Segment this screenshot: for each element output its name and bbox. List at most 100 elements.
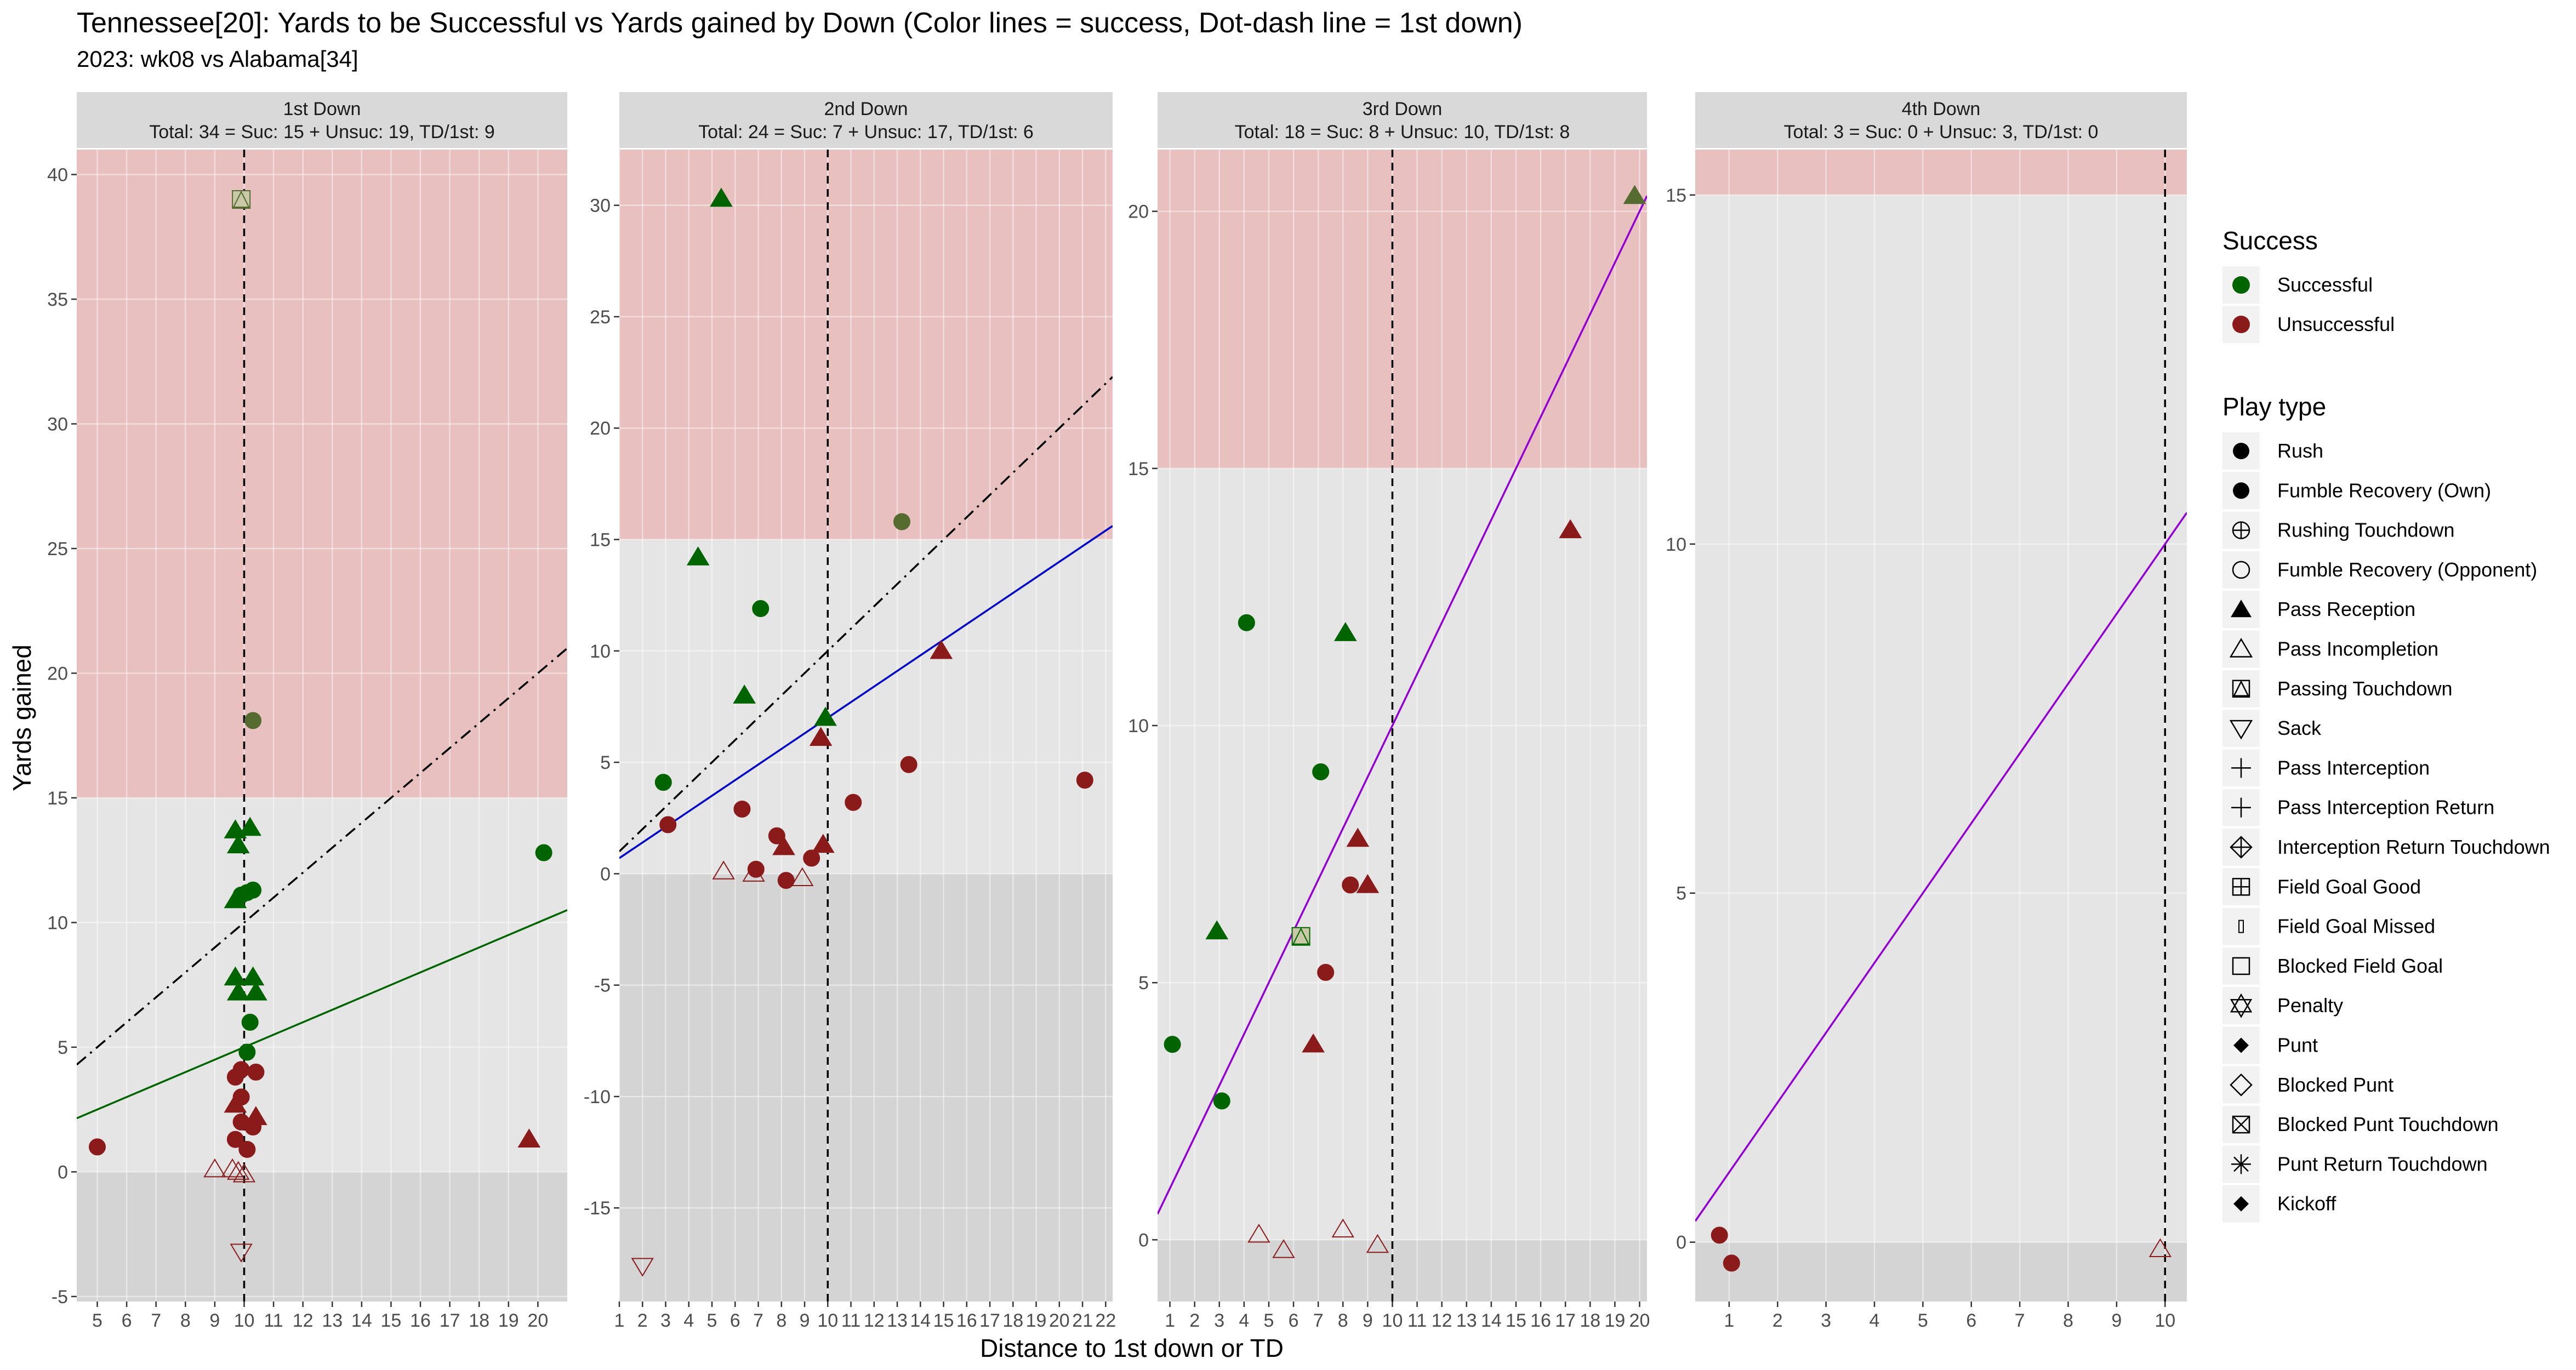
data-point xyxy=(742,863,765,882)
x-tick-label: 7 xyxy=(753,1310,763,1331)
x-tick-label: 5 xyxy=(92,1310,102,1331)
open-triangle-icon xyxy=(2229,638,2253,658)
legend-playtype-label: Pass Reception xyxy=(2277,598,2415,620)
legend-success-swatch xyxy=(2232,276,2250,294)
x-tick-label: 13 xyxy=(322,1310,343,1331)
x-tick-label: 12 xyxy=(1432,1310,1452,1331)
chart-subtitle: 2023: wk08 vs Alabama[34] xyxy=(77,46,358,72)
x-tick-label: 16 xyxy=(956,1310,977,1331)
x-tick-label: 17 xyxy=(1555,1310,1576,1331)
x-tick-label: 11 xyxy=(264,1310,283,1331)
x-tick-label: 6 xyxy=(730,1310,740,1331)
legend-success-title: Success xyxy=(2222,226,2318,255)
x-tick-label: 10 xyxy=(1382,1310,1403,1331)
data-point xyxy=(1272,1239,1295,1258)
y-tick-label: 5 xyxy=(600,752,611,773)
data-point xyxy=(1711,1226,1728,1244)
data-point xyxy=(244,712,262,729)
facet-plot-area xyxy=(619,150,1113,1302)
data-point xyxy=(238,1140,256,1158)
facet-strip-summary: Total: 3 = Suc: 0 + Unsuc: 3, TD/1st: 0 xyxy=(1784,122,2099,142)
data-point xyxy=(226,834,250,854)
legend-playtype-label: Interception Return Touchdown xyxy=(2277,836,2550,858)
data-point xyxy=(232,1163,256,1183)
x-tick-label: 12 xyxy=(293,1310,314,1331)
x-tick-label: 13 xyxy=(1456,1310,1477,1331)
x-tick-label: 10 xyxy=(817,1310,838,1331)
x-tick-label: 10 xyxy=(2155,1310,2175,1331)
y-tick-label: 15 xyxy=(590,530,611,551)
data-point xyxy=(1723,1254,1740,1272)
x-tick-label: 1 xyxy=(1165,1310,1175,1331)
data-point xyxy=(1356,874,1380,893)
data-point xyxy=(710,187,733,207)
big-play-band xyxy=(77,150,567,798)
x-tick-label: 14 xyxy=(910,1310,931,1331)
x-tick-label: 9 xyxy=(209,1310,220,1331)
x-tick-label: 17 xyxy=(979,1310,1000,1331)
y-tick-label: 20 xyxy=(590,418,611,439)
open-down-triangle-icon xyxy=(2229,720,2253,740)
data-point xyxy=(1213,1092,1230,1110)
x-tick-label: 18 xyxy=(1580,1310,1600,1331)
x-tick-label: 16 xyxy=(410,1310,431,1331)
data-point xyxy=(517,1128,541,1148)
big-play-band xyxy=(619,150,1113,540)
negative-yardage-band xyxy=(619,874,1113,1302)
data-point xyxy=(244,881,262,899)
square-plus-icon xyxy=(2232,878,2250,896)
y-tick-label: -5 xyxy=(52,1287,68,1308)
legend-key-box xyxy=(2222,670,2260,707)
x-tick-label: 20 xyxy=(1049,1310,1070,1331)
plus-icon xyxy=(2231,758,2251,778)
data-point xyxy=(772,836,795,855)
legend-playtype-label: Punt xyxy=(2277,1034,2318,1057)
facet-4: 4th Down Total: 3 = Suc: 0 + Unsuc: 3, TD… xyxy=(1666,92,2187,1331)
data-point xyxy=(893,513,910,530)
data-point xyxy=(659,816,677,834)
legend-playtype-label: Field Goal Good xyxy=(2277,875,2421,898)
legend-key-box xyxy=(2222,987,2260,1025)
x-tick-label: 9 xyxy=(800,1310,810,1331)
asterisk-icon xyxy=(2231,1154,2251,1174)
plus-icon xyxy=(2231,797,2251,818)
facet-plot-area xyxy=(77,150,567,1302)
data-point xyxy=(900,756,917,773)
open-circle-icon xyxy=(2232,561,2250,579)
x-tick-label: 1 xyxy=(1724,1310,1734,1331)
x-tick-label: 4 xyxy=(1239,1310,1249,1331)
data-point xyxy=(226,1131,244,1148)
filled-triangle-icon xyxy=(2231,600,2252,618)
x-tick-label: 4 xyxy=(1870,1310,1880,1331)
data-point xyxy=(89,1138,106,1156)
data-point xyxy=(238,1043,256,1061)
open-square-icon xyxy=(2232,957,2250,975)
y-axis-label: Yards gained xyxy=(8,644,36,791)
data-point xyxy=(811,834,835,853)
data-point xyxy=(752,600,770,618)
data-point xyxy=(733,684,756,704)
thin-rect-icon xyxy=(2238,920,2244,933)
big-play-band xyxy=(1158,150,1647,469)
y-tick-label: 10 xyxy=(1666,534,1686,555)
data-point xyxy=(1331,1218,1354,1238)
legend-playtype-label: Rushing Touchdown xyxy=(2277,519,2455,541)
x-tick-label: 8 xyxy=(2063,1310,2073,1331)
data-point xyxy=(247,1063,265,1081)
x-tick-label: 5 xyxy=(1263,1310,1274,1331)
x-tick-label: 4 xyxy=(683,1310,694,1331)
x-tick-label: 1 xyxy=(614,1310,625,1331)
y-tick-label: 20 xyxy=(47,663,68,684)
facet-strip xyxy=(619,92,1113,148)
facet-strip-title: 1st Down xyxy=(283,99,361,119)
facet-2: 2nd Down Total: 24 = Suc: 7 + Unsuc: 17, … xyxy=(584,92,1116,1331)
legend-playtype-label: Pass Interception xyxy=(2277,756,2430,779)
x-tick-label: 11 xyxy=(1407,1310,1427,1331)
facet-strip-summary: Total: 34 = Suc: 15 + Unsuc: 19, TD/1st:… xyxy=(149,122,495,142)
data-point xyxy=(221,1158,244,1178)
legend-key-box xyxy=(2222,947,2260,985)
y-tick-label: 0 xyxy=(1676,1232,1686,1253)
legend-playtype-label: Pass Incompletion xyxy=(2277,638,2438,660)
data-point xyxy=(238,817,262,836)
